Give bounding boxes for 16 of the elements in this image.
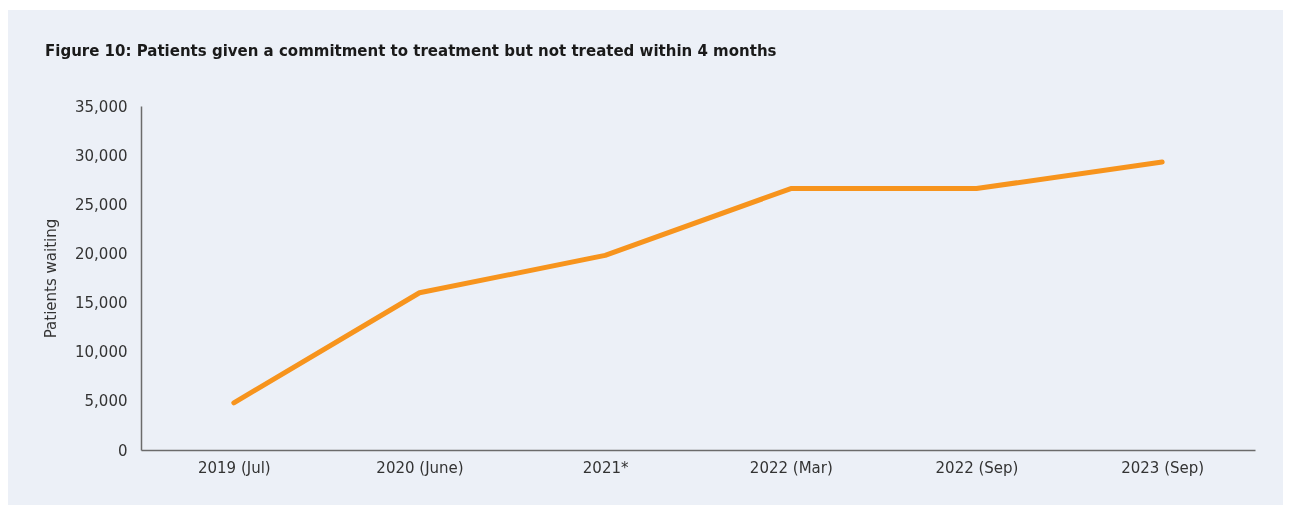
- x-tick-label: 2021*: [582, 458, 629, 477]
- y-tick-label: 20,000: [75, 244, 128, 263]
- y-tick-label: 15,000: [75, 294, 128, 313]
- x-tick-label: 2022 (Mar): [749, 458, 833, 477]
- y-tick-label: 0: [117, 441, 128, 460]
- y-tick-label: 5,000: [84, 392, 128, 411]
- y-tick-label: 30,000: [75, 146, 128, 165]
- x-tick-label: 2019 (Jul): [197, 458, 271, 477]
- x-tick-label: 2023 (Sep): [1121, 458, 1205, 477]
- y-tick-label: 35,000: [75, 97, 128, 116]
- x-tick-label: 2020 (June): [376, 458, 464, 477]
- x-tick-label: 2022 (Sep): [935, 458, 1019, 477]
- chart-title: Figure 10: Patients given a commitment to treatment but not treated within 4 months: [45, 42, 777, 60]
- y-axis-title: Patients waiting: [42, 218, 61, 339]
- y-tick-label: 25,000: [75, 195, 128, 214]
- y-tick-label: 10,000: [75, 343, 128, 362]
